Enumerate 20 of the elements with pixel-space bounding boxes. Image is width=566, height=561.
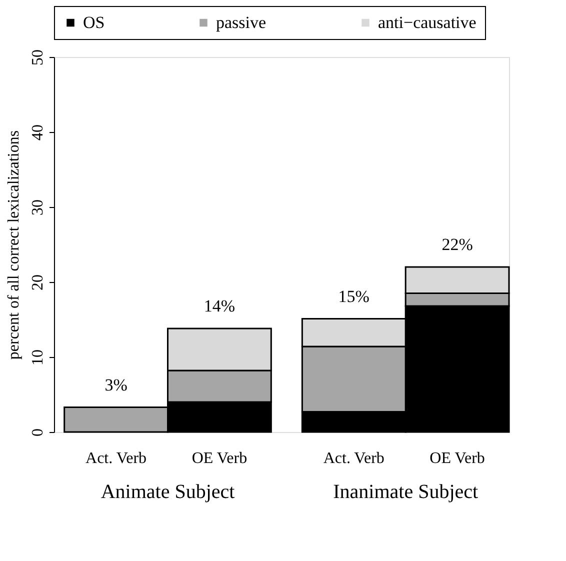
x-tick-label: OE Verb [192,450,248,467]
total-label: 3% [104,375,128,394]
y-tick-label: 0 [30,428,46,436]
x-tick-label: Act. Verb [86,450,147,467]
y-tick-label: 50 [30,50,46,66]
legend-label: OS [83,12,105,32]
legend-label: passive [216,12,266,32]
text: Animate Subject [100,481,236,503]
legend-label: anti−causative [378,12,476,32]
y-tick-label: 30 [30,200,46,216]
x-tick-label: OE Verb [430,450,485,467]
y-tick-label: 20 [30,274,46,290]
x-tick-label: Act. Verb [323,450,384,467]
total-label: 15% [338,286,370,306]
y-tick-label: 10 [30,350,46,366]
total-label: 22% [442,235,473,254]
y-axis-title: percent of all correct lexicalizations [6,130,22,360]
total-label: 14% [204,296,236,316]
y-tick-label: 40 [30,124,46,140]
text: Inanimate Subject [333,481,479,503]
